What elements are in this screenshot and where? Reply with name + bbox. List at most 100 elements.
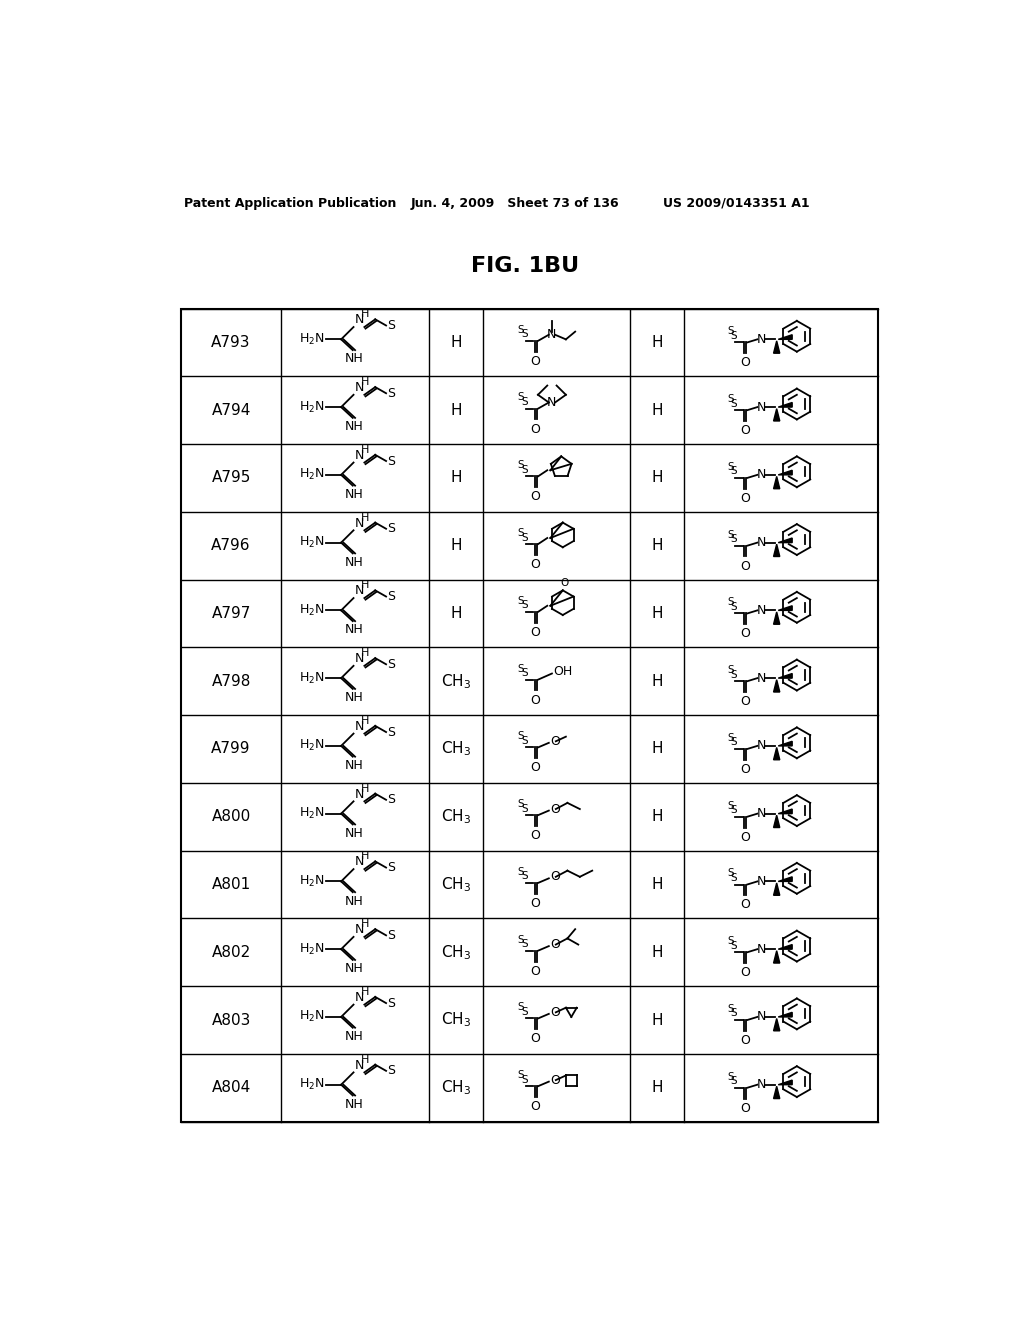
Text: S: S <box>388 997 395 1010</box>
Text: H: H <box>360 987 369 997</box>
Text: O: O <box>740 1034 750 1047</box>
Text: O: O <box>530 896 541 909</box>
Text: S: S <box>730 1008 737 1019</box>
Text: O: O <box>740 560 750 573</box>
Text: O: O <box>530 1100 541 1113</box>
Text: S: S <box>727 665 734 675</box>
Text: H: H <box>651 673 664 689</box>
Text: H: H <box>360 919 369 929</box>
Text: $\mathsf{H_2N}$: $\mathsf{H_2N}$ <box>299 1077 324 1092</box>
Text: US 2009/0143351 A1: US 2009/0143351 A1 <box>663 197 809 210</box>
Text: H: H <box>651 1012 664 1027</box>
Text: O: O <box>530 626 541 639</box>
Text: S: S <box>521 1007 527 1016</box>
Text: O: O <box>530 355 541 368</box>
Text: NH: NH <box>345 759 364 772</box>
Polygon shape <box>773 544 779 557</box>
Text: NH: NH <box>345 692 364 705</box>
Text: A802: A802 <box>211 945 251 960</box>
Text: N: N <box>354 923 364 936</box>
Text: S: S <box>521 668 527 678</box>
Text: $\mathsf{H_2N}$: $\mathsf{H_2N}$ <box>299 467 324 482</box>
Text: S: S <box>388 590 395 603</box>
Text: $\mathsf{H_2N}$: $\mathsf{H_2N}$ <box>299 874 324 888</box>
Text: H: H <box>451 403 462 417</box>
Text: S: S <box>521 397 527 407</box>
Text: N: N <box>757 469 766 482</box>
Text: N: N <box>354 855 364 869</box>
Text: NH: NH <box>345 1098 364 1111</box>
Text: N: N <box>547 329 557 342</box>
Text: S: S <box>521 804 527 813</box>
Text: N: N <box>757 942 766 956</box>
Text: S: S <box>727 936 734 946</box>
Text: S: S <box>727 1072 734 1081</box>
Polygon shape <box>773 747 779 760</box>
Text: O: O <box>740 696 750 708</box>
Text: N: N <box>757 672 766 685</box>
Text: N: N <box>354 516 364 529</box>
Text: O: O <box>550 870 560 883</box>
Text: S: S <box>730 941 737 950</box>
Text: S: S <box>521 533 527 543</box>
Polygon shape <box>778 876 793 882</box>
Text: S: S <box>727 869 734 878</box>
Text: S: S <box>521 465 527 475</box>
Text: S: S <box>518 1071 524 1080</box>
Text: Jun. 4, 2009   Sheet 73 of 136: Jun. 4, 2009 Sheet 73 of 136 <box>411 197 620 210</box>
Text: $\mathsf{H_2N}$: $\mathsf{H_2N}$ <box>299 400 324 414</box>
Text: H: H <box>651 809 664 824</box>
Text: S: S <box>518 867 524 876</box>
Text: S: S <box>730 399 737 409</box>
Text: A801: A801 <box>211 876 251 892</box>
Text: S: S <box>388 319 395 333</box>
Text: H: H <box>451 606 462 620</box>
Text: S: S <box>388 861 395 874</box>
Text: A798: A798 <box>211 673 251 689</box>
Text: NH: NH <box>345 488 364 502</box>
Polygon shape <box>778 742 793 746</box>
Text: O: O <box>530 965 541 978</box>
Text: S: S <box>727 529 734 540</box>
Text: S: S <box>518 935 524 945</box>
Polygon shape <box>778 403 793 407</box>
Text: S: S <box>518 325 524 335</box>
Text: A804: A804 <box>211 1080 251 1096</box>
Text: O: O <box>740 356 750 370</box>
Text: CH$_3$: CH$_3$ <box>440 739 471 758</box>
Text: N: N <box>757 1010 766 1023</box>
Text: $\mathsf{H_2N}$: $\mathsf{H_2N}$ <box>299 603 324 618</box>
Text: S: S <box>388 726 395 739</box>
Text: NH: NH <box>345 1030 364 1043</box>
Text: S: S <box>730 738 737 747</box>
Text: S: S <box>518 799 524 809</box>
Text: NH: NH <box>345 556 364 569</box>
Text: A799: A799 <box>211 742 251 756</box>
Text: H: H <box>651 403 664 417</box>
Text: O: O <box>550 803 560 816</box>
Text: H: H <box>360 309 369 319</box>
Text: H: H <box>360 1055 369 1065</box>
Text: A793: A793 <box>211 335 251 350</box>
Text: O: O <box>560 578 568 589</box>
Polygon shape <box>773 816 779 828</box>
Text: S: S <box>388 657 395 671</box>
Text: N: N <box>757 400 766 413</box>
Text: S: S <box>388 793 395 807</box>
Text: S: S <box>727 462 734 471</box>
Text: CH$_3$: CH$_3$ <box>440 1078 471 1097</box>
Text: A797: A797 <box>211 606 251 620</box>
Polygon shape <box>773 1019 779 1031</box>
Text: S: S <box>518 595 524 606</box>
Text: N: N <box>354 1059 364 1072</box>
Text: N: N <box>757 739 766 752</box>
Text: N: N <box>354 585 364 597</box>
Polygon shape <box>773 409 779 421</box>
Text: N: N <box>547 396 557 409</box>
Text: O: O <box>530 829 541 842</box>
Text: S: S <box>730 602 737 612</box>
Text: N: N <box>354 991 364 1003</box>
Text: NH: NH <box>345 826 364 840</box>
Text: H: H <box>451 335 462 350</box>
Text: S: S <box>388 1064 395 1077</box>
